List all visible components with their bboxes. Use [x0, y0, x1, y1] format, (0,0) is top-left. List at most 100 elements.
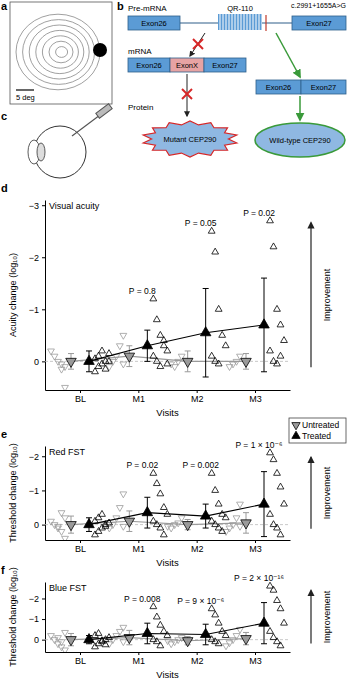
- x-axis-line: [46, 390, 291, 391]
- block-x: [193, 39, 203, 49]
- p-value: P = 0.05: [185, 218, 217, 228]
- panel-c: c: [1, 104, 112, 178]
- scale-label: 5 deg: [16, 93, 35, 102]
- y-tick-mark: [42, 456, 45, 457]
- individual-point: [153, 638, 160, 644]
- individual-point: [212, 248, 219, 254]
- x-axis-title: Visits: [156, 669, 179, 680]
- chart: e−2−10BLM1M2M3VisitsThreshold change (lo…: [1, 418, 346, 568]
- exon-label: Exon27: [212, 61, 237, 70]
- individual-point: [212, 487, 219, 493]
- isopter: [23, 20, 95, 85]
- x-tick-mark: [80, 652, 81, 655]
- row-label: Pre-mRNA: [128, 4, 167, 13]
- y-tick-mark: [42, 619, 45, 620]
- x-tick-label: M1: [133, 394, 146, 404]
- plot-area: [45, 582, 290, 652]
- individual-point: [58, 640, 65, 646]
- individual-point: [102, 641, 109, 647]
- individual-point: [274, 305, 281, 311]
- x-tick: BL: [75, 390, 86, 404]
- individual-point: [62, 385, 69, 390]
- y-axis: −3−2−10: [29, 201, 46, 391]
- mean-marker: [142, 627, 153, 636]
- individual-point: [164, 347, 171, 353]
- p-value: P = 2 × 10⁻¹⁶: [234, 573, 284, 583]
- isopter: [36, 30, 84, 73]
- y-axis-title: Threshold change (log₁₀): [8, 567, 18, 666]
- individual-point: [164, 524, 171, 530]
- y-tick: 0: [34, 357, 45, 367]
- y-tick: −2: [29, 253, 45, 263]
- legend-marker: [292, 431, 300, 438]
- mean-line: [89, 623, 264, 639]
- improvement-arrow: [310, 223, 311, 367]
- individual-point: [92, 517, 99, 523]
- exon: [256, 80, 301, 94]
- annotation: Improvement: [322, 268, 332, 321]
- x-axis-title: Visits: [156, 407, 179, 418]
- y-tick-mark: [42, 205, 45, 206]
- individual-point: [219, 331, 226, 337]
- chart-title: Red FST: [49, 447, 86, 457]
- arrow: [190, 33, 205, 56]
- individual-point: [277, 642, 284, 648]
- y-tick: −1: [29, 614, 45, 624]
- individual-point: [274, 524, 281, 530]
- mean-marker: [124, 353, 135, 362]
- individual-point: [102, 522, 109, 528]
- individual-point: [223, 644, 230, 650]
- x-tick-mark: [255, 540, 256, 543]
- y-axis-title: Threshold change (log₁₀): [8, 443, 18, 542]
- exon-label: Exon26: [136, 61, 161, 70]
- y-tick-label: −1: [29, 486, 39, 496]
- individual-point: [277, 352, 284, 358]
- x-tick-label: M1: [133, 656, 146, 666]
- individual-point: [153, 357, 160, 363]
- x-tick: M2: [191, 390, 204, 404]
- individual-point: [222, 342, 229, 348]
- plot-area: [45, 449, 290, 540]
- individual-point: [208, 352, 215, 358]
- exon: [170, 58, 204, 72]
- mean-marker: [259, 498, 270, 507]
- y-axis: −2−10: [29, 583, 46, 653]
- improvement-arrow: [310, 457, 311, 528]
- x-tick-label: BL: [75, 394, 86, 404]
- mean-marker: [142, 340, 153, 349]
- individual-point: [120, 333, 127, 339]
- x-tick: M2: [191, 652, 204, 666]
- mean-marker: [182, 638, 193, 647]
- mean-marker: [241, 358, 252, 367]
- individual-point: [120, 640, 127, 646]
- arrow: [276, 33, 300, 77]
- individual-point: [160, 627, 167, 633]
- individual-point: [274, 360, 281, 366]
- individual-point: [92, 531, 99, 537]
- row-label: Protein: [128, 103, 153, 112]
- oligo: [218, 14, 262, 30]
- block-x: [193, 39, 203, 49]
- y-tick: −2: [29, 452, 45, 462]
- x-tick-mark: [138, 390, 139, 393]
- y-tick-mark: [42, 309, 45, 310]
- exon-label: Exon26: [266, 83, 291, 92]
- p-value: P = 0.008: [124, 594, 161, 604]
- mean-marker: [259, 319, 270, 328]
- individual-point: [95, 630, 102, 636]
- individual-point: [116, 629, 123, 635]
- individual-point: [157, 621, 164, 627]
- y-tick: 0: [34, 520, 45, 530]
- mean-marker: [259, 617, 270, 626]
- individual-point: [106, 634, 113, 640]
- p-value: P = 1 × 10⁻⁶: [235, 440, 282, 450]
- isopter: [56, 47, 68, 58]
- block-x: [182, 89, 192, 99]
- chart-title: Visual acuity: [49, 201, 100, 211]
- y-tick: −1: [29, 305, 45, 315]
- individual-point: [226, 526, 233, 532]
- individual-point: [55, 642, 62, 648]
- panel-a: a5 deg: [1, 0, 112, 104]
- panel-label: e: [1, 428, 7, 440]
- wild-type-protein: [255, 123, 345, 157]
